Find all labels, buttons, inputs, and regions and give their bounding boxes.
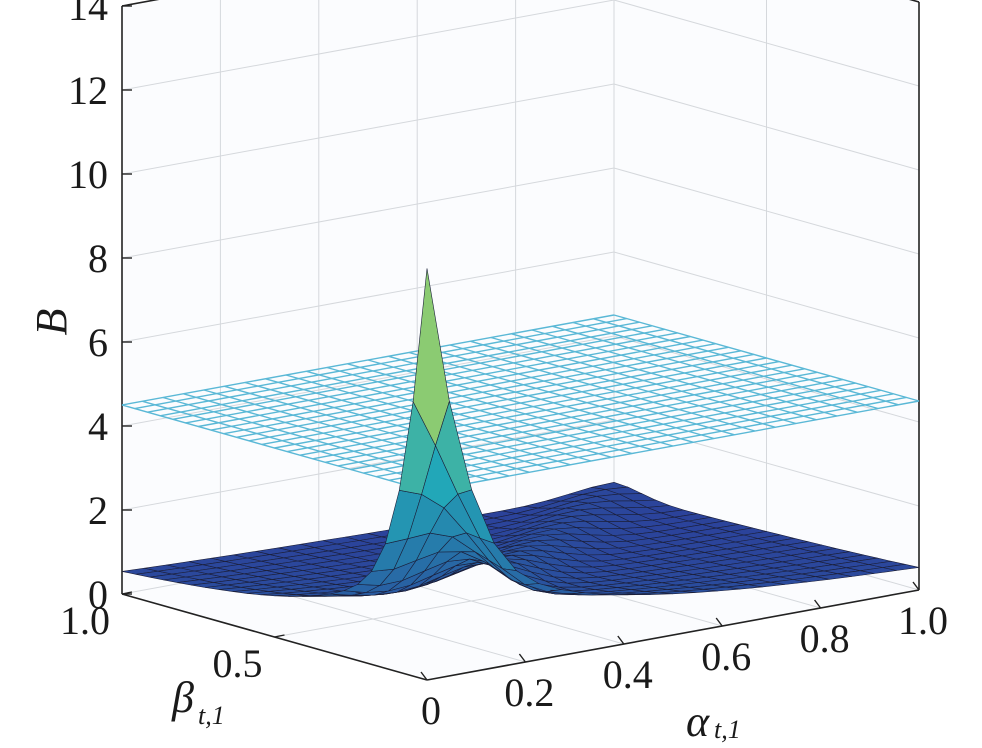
z-tick-label: 2 [88,488,108,533]
grid-line-z [121,0,920,91]
plane-mesh-line [147,321,640,413]
tick-labels: 0 2 4 6 8 10 12 14 0 0.2 0.4 0.6 0.8 1.0 0.5 1.0 [60,0,948,733]
plane-mesh-line [552,325,858,413]
x-axis-label-sub: t,1 [714,715,741,744]
z-tick-label: 8 [88,236,108,281]
plane-mesh-line [134,317,627,410]
surface-mesh [121,268,920,597]
x-tick [420,671,428,681]
z-tick-label: 0 [88,572,108,617]
z-tick-label: 6 [88,320,108,365]
y-tick-label: 1.0 [60,598,110,643]
x-tick [912,581,920,591]
plane-mesh-line [572,321,879,410]
z-tick-label: 14 [68,0,108,29]
plane-mesh-line [613,314,920,402]
x-tick-label: 1.0 [898,598,948,643]
x-tick-label: 0 [421,688,441,733]
x-axis-label-main: α [686,697,710,746]
x-axis-label: α t,1 [686,697,741,746]
x-tick-label: 0.2 [504,670,554,715]
tick-marks [121,5,920,681]
plane-mesh-line [121,314,615,406]
x-tick [814,599,822,609]
y-tick [121,591,133,595]
z-tick-label: 12 [68,68,108,113]
axis-box [121,0,920,681]
z-axis-label: B [27,309,76,336]
plane-mesh-line [159,325,653,417]
x-tick-label: 0.4 [603,652,653,697]
y-axis-label-main: β [171,673,194,722]
y-axis-label-sub: t,1 [198,701,225,730]
y-tick [274,634,285,638]
z-tick-label: 4 [88,404,108,449]
x-tick [518,653,526,663]
axis-box-edge [426,589,920,681]
x-tick [617,635,625,645]
x-tick-label: 0.8 [800,616,850,661]
surface-cell [882,563,920,571]
plane-mesh-line [593,318,899,406]
threshold-plane-mesh [121,314,920,492]
z-tick-label: 10 [68,152,108,197]
y-axis-label: β t,1 [171,673,225,730]
y-tick-label: 0.5 [213,641,263,686]
x-tick-label: 0.6 [701,634,751,679]
x-tick [715,617,723,627]
